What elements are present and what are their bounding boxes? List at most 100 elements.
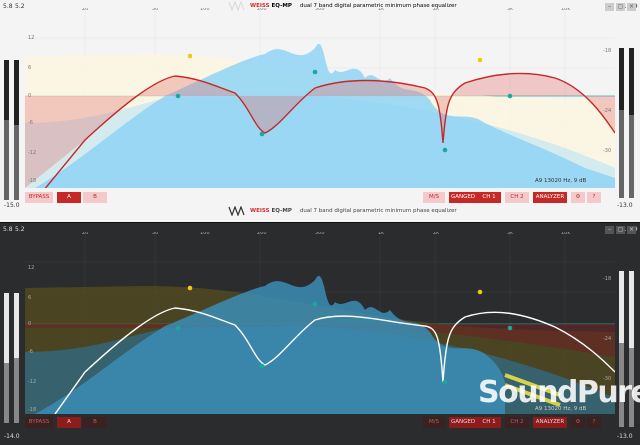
left-level-meter: 5.8 5.2 -15.0 [0, 0, 25, 222]
band-node-1-dark[interactable] [187, 285, 193, 291]
left-meter-peak-b: 5.2 [15, 3, 25, 10]
right-level-meter-dark: 3.1 2.9 -13.0 [615, 223, 640, 445]
eq-curve-light [44, 72, 615, 188]
analyzer-button[interactable]: ANALYZER [533, 192, 567, 203]
minimize-icon[interactable]: – [605, 3, 614, 11]
status-readout-dark: A9 13020 Hz, 9 dB [535, 406, 587, 412]
right-gain-label-m18: -18 [603, 48, 612, 54]
right-meter-fill-1-dark [619, 343, 624, 427]
close-icon-dark[interactable]: × [627, 226, 636, 234]
preset-a-button[interactable]: A [57, 192, 81, 203]
band-node-4-dark[interactable] [312, 301, 318, 307]
right-gain-label-m30: -30 [603, 148, 612, 154]
freq-label-10k-dark: 10k [561, 232, 571, 236]
left-meter-fill-1 [4, 120, 9, 200]
band-node-6[interactable] [477, 57, 483, 63]
gain-label-m12: -12 [28, 150, 37, 156]
toolbar-light: BYPASS A B M/S GANGED CH 1 CH 2 ANALYZER… [25, 192, 615, 203]
band-node-1[interactable] [187, 53, 193, 59]
freq-label-20: 20 [82, 8, 89, 12]
freq-label-500-dark: 500 [315, 232, 325, 236]
band-node-2-dark[interactable] [175, 325, 181, 331]
product-subtitle: dual 7 band digital parametric minimum p… [299, 208, 457, 214]
freq-label-50: 50 [152, 8, 159, 12]
freq-label-1k: 1k [378, 8, 385, 12]
right-meter-fill-2-dark [629, 348, 634, 427]
eq-plot-dark[interactable]: 20 50 100 200 500 1k 2k 5k 10k 12 6 0 -6… [25, 232, 615, 414]
gain-label-m18-dark: -18 [28, 407, 37, 413]
weiss-logo-icon [228, 206, 245, 216]
freq-label-2k-dark: 2k [433, 232, 440, 236]
ch2-button-dark[interactable]: CH 2 [505, 417, 529, 428]
minimize-icon-dark[interactable]: – [605, 226, 614, 234]
eq-curve-dark [54, 307, 615, 414]
weiss-logo-icon-dark [228, 1, 245, 11]
product-name-dark: EQ-MP [271, 3, 292, 9]
ganged-button[interactable]: GANGED [449, 192, 477, 203]
gain-label-0: 0 [28, 93, 32, 99]
window-controls-dark: – ▢ × [605, 226, 636, 234]
preset-a-button-dark[interactable]: A [57, 417, 81, 428]
right-meter-bottom: -13.0 [617, 202, 633, 209]
band-node-5[interactable] [442, 147, 448, 153]
left-meter-bar-1-dark [4, 293, 9, 423]
band-node-3-dark[interactable] [259, 363, 265, 369]
ch1-button[interactable]: CH 1 [477, 192, 501, 203]
gear-icon-dark[interactable]: ⚙ [571, 417, 585, 428]
eq-plot-light[interactable]: 20 50 100 200 500 1k 2k 5k 10k 12 6 0 -6… [25, 8, 615, 188]
restore-icon-dark[interactable]: ▢ [616, 226, 625, 234]
brand-footer-dark: WEISS EQ-MP dual 7 band digital parametr… [228, 0, 457, 12]
freq-label-200: 200 [257, 8, 267, 12]
left-level-meter-dark: 5.8 5.2 -14.0 [0, 223, 25, 445]
product-subtitle-dark: dual 7 band digital parametric minimum p… [299, 3, 457, 9]
watermark-stripes-icon [504, 373, 561, 407]
preset-b-button[interactable]: B [83, 192, 107, 203]
right-gain-label-m24: -24 [603, 108, 612, 114]
eq-panel-light: 5.8 5.2 -15.0 3.1 2.9 -13.0 [0, 0, 640, 222]
left-meter-bottom-dark: -14.0 [4, 433, 20, 440]
band-node-5-dark[interactable] [442, 379, 448, 385]
left-meter-fill-2 [14, 125, 19, 200]
ms-button-dark[interactable]: M/S [423, 417, 445, 428]
help-icon-dark[interactable]: ? [587, 417, 601, 428]
gain-label-m6: -6 [28, 120, 33, 126]
left-meter-fill-2-dark [14, 358, 19, 423]
brand-name: WEISS [250, 208, 270, 214]
preset-b-button-dark[interactable]: B [83, 417, 107, 428]
band-node-7-dark[interactable] [507, 325, 513, 331]
freq-label-200-dark: 200 [257, 232, 267, 236]
band-node-4[interactable] [312, 69, 318, 75]
gain-label-m18: -18 [28, 178, 37, 184]
ms-button[interactable]: M/S [423, 192, 445, 203]
eq-graph-dark[interactable] [25, 232, 615, 414]
ganged-button-dark[interactable]: GANGED [449, 417, 477, 428]
ch2-button[interactable]: CH 2 [505, 192, 529, 203]
freq-label-5k-dark: 5k [507, 232, 514, 236]
band-node-2[interactable] [175, 93, 181, 99]
freq-label-100-dark: 100 [200, 232, 210, 236]
bypass-button[interactable]: BYPASS [25, 192, 53, 203]
help-icon[interactable]: ? [587, 192, 601, 203]
freq-label-2k: 2k [433, 8, 440, 12]
window-controls-light: – ▢ × [605, 3, 636, 11]
gear-icon[interactable]: ⚙ [571, 192, 585, 203]
left-meter-peak-b-dark: 5.2 [15, 226, 25, 233]
restore-icon[interactable]: ▢ [616, 3, 625, 11]
right-gain-label-m30-dark: -30 [603, 376, 612, 382]
gain-label-6-dark: 6 [28, 295, 32, 301]
bypass-button-dark[interactable]: BYPASS [25, 417, 53, 428]
band-node-6-dark[interactable] [477, 289, 483, 295]
analyzer-button-dark[interactable]: ANALYZER [533, 417, 567, 428]
close-icon[interactable]: × [627, 3, 636, 11]
eq-graph-light[interactable] [25, 8, 615, 188]
freq-label-10k: 10k [561, 8, 571, 12]
brand-footer-light: WEISS EQ-MP dual 7 band digital parametr… [228, 205, 457, 217]
right-gain-label-m24-dark: -24 [603, 336, 612, 342]
freq-label-500: 500 [315, 8, 325, 12]
left-meter-peak-a-dark: 5.8 [3, 226, 13, 233]
band-node-3[interactable] [259, 131, 265, 137]
ch1-button-dark[interactable]: CH 1 [477, 417, 501, 428]
freq-label-50-dark: 50 [152, 232, 159, 236]
left-meter-bottom: -15.0 [4, 202, 20, 209]
band-node-7[interactable] [507, 93, 513, 99]
